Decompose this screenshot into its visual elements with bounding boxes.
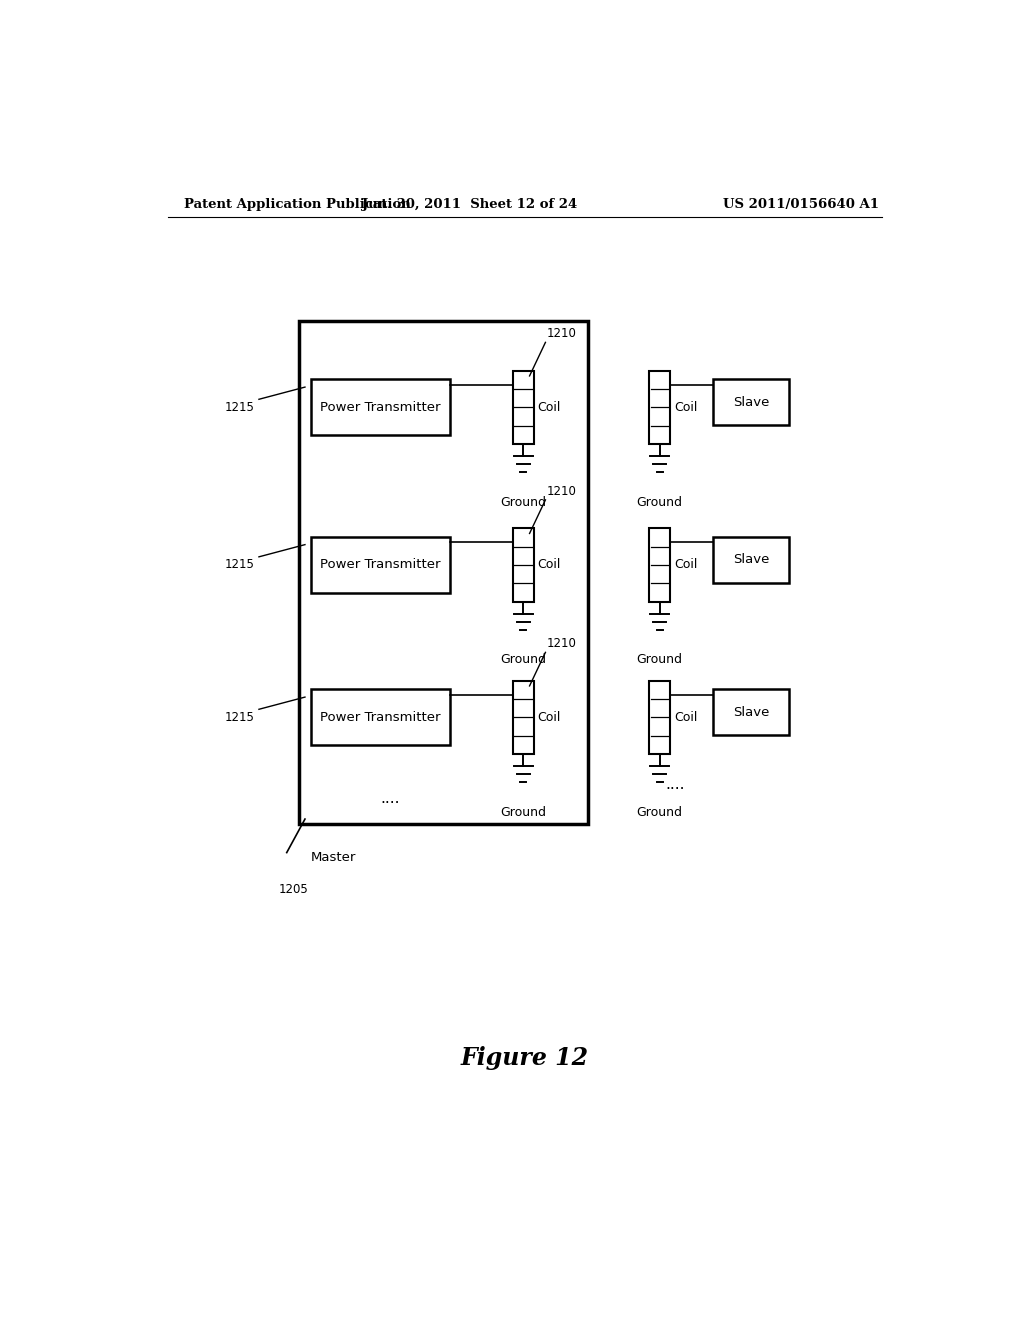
Text: Figure 12: Figure 12	[461, 1045, 589, 1071]
Text: Ground: Ground	[637, 805, 683, 818]
Bar	[513, 528, 534, 602]
Text: Power Transmitter: Power Transmitter	[321, 711, 440, 723]
Text: Coil: Coil	[538, 401, 561, 414]
Text: Coil: Coil	[538, 711, 561, 723]
Text: Power Transmitter: Power Transmitter	[321, 558, 440, 572]
Text: 1210: 1210	[547, 638, 577, 651]
Text: Coil: Coil	[674, 558, 697, 572]
Text: Ground: Ground	[637, 496, 683, 508]
Text: Patent Application Publication: Patent Application Publication	[183, 198, 411, 211]
Text: 1215: 1215	[225, 558, 255, 572]
Bar	[714, 537, 788, 582]
Text: Ground: Ground	[500, 653, 546, 667]
Text: Jun. 30, 2011  Sheet 12 of 24: Jun. 30, 2011 Sheet 12 of 24	[361, 198, 577, 211]
Text: 1205: 1205	[279, 883, 308, 896]
Text: Slave: Slave	[733, 553, 769, 566]
Text: Ground: Ground	[500, 805, 546, 818]
Bar	[311, 537, 450, 593]
Bar	[513, 371, 534, 444]
Bar	[714, 379, 788, 425]
Text: 1210: 1210	[547, 484, 577, 498]
Text: Master: Master	[310, 851, 356, 865]
Bar	[649, 681, 670, 754]
Text: Ground: Ground	[500, 496, 546, 508]
Text: 1215: 1215	[225, 401, 255, 414]
Bar	[513, 681, 534, 754]
Text: Power Transmitter: Power Transmitter	[321, 401, 440, 414]
Bar	[649, 371, 670, 444]
Text: Slave: Slave	[733, 706, 769, 719]
Bar	[311, 379, 450, 436]
Text: Coil: Coil	[674, 401, 697, 414]
Text: Coil: Coil	[538, 558, 561, 572]
Text: ....: ....	[666, 777, 685, 792]
Text: US 2011/0156640 A1: US 2011/0156640 A1	[723, 198, 880, 211]
Text: Coil: Coil	[674, 711, 697, 723]
Bar	[714, 689, 788, 735]
Bar	[299, 321, 588, 824]
Text: Ground: Ground	[637, 653, 683, 667]
Bar	[311, 689, 450, 746]
Text: ....: ....	[380, 791, 399, 807]
Text: 1210: 1210	[547, 327, 577, 341]
Text: 1215: 1215	[225, 711, 255, 723]
Bar	[649, 528, 670, 602]
Text: Slave: Slave	[733, 396, 769, 409]
